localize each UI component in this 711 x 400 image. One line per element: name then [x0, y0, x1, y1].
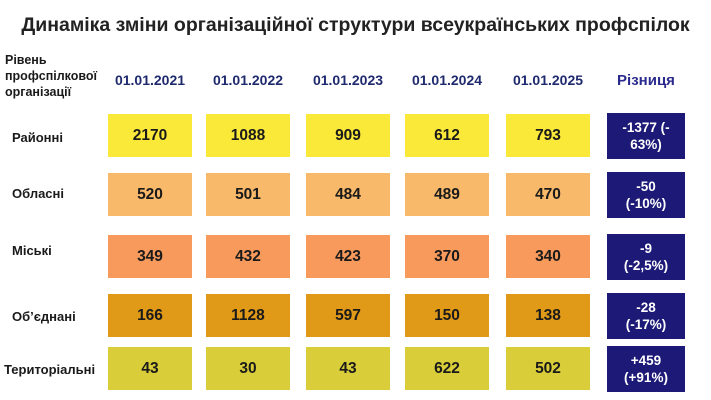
diff-cell: -9 (-2,5%) — [607, 234, 685, 280]
row-label: Районні — [12, 130, 63, 145]
data-cell: 150 — [405, 294, 489, 337]
data-cell: 166 — [108, 294, 192, 337]
column-header: 01.01.2021 — [114, 72, 186, 88]
column-header: 01.01.2022 — [212, 72, 284, 88]
row-header-label: Рівень профспілкової організації — [5, 53, 98, 99]
data-cell: 43 — [108, 347, 192, 390]
data-cell: 30 — [206, 347, 290, 390]
data-cell: 597 — [306, 294, 390, 337]
diff-header: Різниця — [617, 72, 675, 89]
data-cell: 349 — [108, 235, 192, 278]
row-label: Обласні — [12, 186, 64, 201]
data-cell: 340 — [506, 235, 590, 278]
diff-cell: -50 (-10%) — [607, 172, 685, 218]
data-cell: 432 — [206, 235, 290, 278]
data-cell: 370 — [405, 235, 489, 278]
row-label: Міські — [12, 243, 52, 258]
data-cell: 909 — [306, 114, 390, 157]
data-cell: 501 — [206, 173, 290, 216]
column-header: 01.01.2024 — [411, 72, 483, 88]
row-label: Об’єднані — [12, 309, 76, 324]
diff-cell: +459 (+91%) — [607, 346, 685, 392]
diff-cell: -28 (-17%) — [607, 293, 685, 339]
diff-cell: -1377 (- 63%) — [607, 113, 685, 159]
data-cell: 484 — [306, 173, 390, 216]
data-cell: 612 — [405, 114, 489, 157]
data-cell: 489 — [405, 173, 489, 216]
data-cell: 793 — [506, 114, 590, 157]
column-header: 01.01.2025 — [512, 72, 584, 88]
data-cell: 423 — [306, 235, 390, 278]
data-cell: 622 — [405, 347, 489, 390]
chart-title: Динаміка зміни організаційної структури … — [21, 14, 690, 36]
data-cell: 1088 — [206, 114, 290, 157]
column-header: 01.01.2023 — [312, 72, 384, 88]
data-cell: 502 — [506, 347, 590, 390]
data-cell: 520 — [108, 173, 192, 216]
data-cell: 2170 — [108, 114, 192, 157]
data-cell: 43 — [306, 347, 390, 390]
row-label: Територіальні — [4, 362, 96, 377]
data-cell: 138 — [506, 294, 590, 337]
data-cell: 1128 — [206, 294, 290, 337]
data-cell: 470 — [506, 173, 590, 216]
